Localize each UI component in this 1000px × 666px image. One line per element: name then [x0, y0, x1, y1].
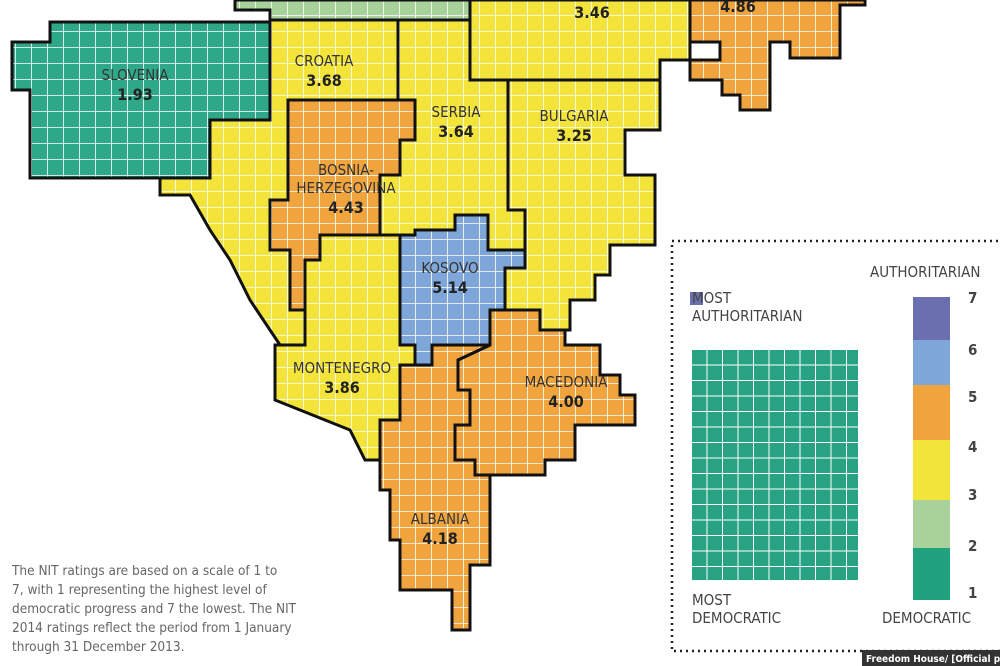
country-name: MONTENEGRO [293, 359, 391, 377]
country-shapes [10, 0, 867, 632]
country-name: ROMANIA [560, 0, 625, 2]
scale-block [913, 340, 950, 385]
country-name: MACEDONIA [525, 373, 609, 391]
country-name: ALBANIA [411, 510, 470, 528]
scale-label: 6 [968, 341, 977, 359]
source-box [862, 650, 1000, 666]
scale-block [913, 500, 950, 548]
legend-text: MOST [692, 591, 732, 609]
scale-label: 4 [968, 438, 977, 456]
country-grid [470, 0, 720, 80]
country-name: BOSNIA- [318, 161, 374, 179]
country-rating: 3.64 [438, 122, 474, 141]
footnote-line: 7, with 1 representing the highest level… [12, 582, 267, 598]
country-grid [690, 0, 865, 110]
country-rating: 3.68 [306, 71, 342, 90]
country-rating: 4.00 [548, 392, 584, 411]
footnote-line: 2014 ratings reflect the period from 1 J… [12, 620, 292, 636]
scale-label: 3 [968, 486, 977, 504]
source: Freedom House/ [Official pub [866, 654, 1000, 665]
scale-block [913, 385, 950, 440]
country-rating: 1.93 [117, 85, 153, 104]
country-border [378, 343, 492, 632]
country-rating: 3.25 [556, 126, 592, 145]
country-name: KOSOVO [421, 259, 478, 277]
legend-bottom-label: DEMOCRATIC [882, 609, 971, 627]
country-border [688, 0, 867, 112]
country-grid [505, 80, 660, 330]
scale-label: 5 [968, 388, 977, 406]
legend-text: DEMOCRATIC [692, 609, 781, 627]
scale-block [913, 297, 950, 340]
country-rating: 3.86 [324, 378, 360, 397]
scale-block [913, 440, 950, 500]
scale-block [913, 548, 950, 600]
scale-label: 1 [968, 584, 977, 602]
scale-label: 7 [968, 289, 977, 307]
legend-small-square [690, 292, 703, 305]
footnote-line: through 31 December 2013. [12, 639, 184, 655]
footnote-line: democratic progress and 7 the lowest. Th… [12, 601, 297, 617]
legend-box [670, 239, 1000, 653]
footnote-line: The NIT ratings are based on a scale of … [11, 563, 277, 579]
country-name: HERZEGOVINA [296, 179, 396, 197]
legend-top-label: AUTHORITARIAN [870, 263, 980, 281]
country-grid [12, 22, 270, 178]
country-grid [160, 20, 398, 345]
country-rating: 5.14 [432, 278, 468, 297]
country-grid [380, 345, 490, 630]
country-grid [270, 100, 415, 310]
legend-text: MOST [692, 289, 732, 307]
country-grid [275, 235, 415, 460]
country-name: BULGARIA [540, 107, 610, 125]
country-rating: 4.43 [328, 198, 364, 217]
country-grid [455, 310, 635, 475]
country-name: CROATIA [295, 52, 354, 70]
country-rating: 4.18 [422, 529, 458, 548]
country-rating: 4.86 [720, 0, 756, 16]
country-grid [400, 215, 525, 365]
legend-grid [692, 350, 858, 580]
country-name: SERBIA [432, 103, 482, 121]
scale-label: 2 [968, 537, 977, 555]
legend-text: AUTHORITARIAN [692, 307, 802, 325]
legend-scale: 7 6 5 4 3 2 1 [913, 289, 977, 602]
country-rating: 3.46 [574, 3, 610, 22]
country-name: SLOVENIA [102, 66, 170, 84]
footnote: The NIT ratings are based on a scale of … [11, 563, 297, 655]
